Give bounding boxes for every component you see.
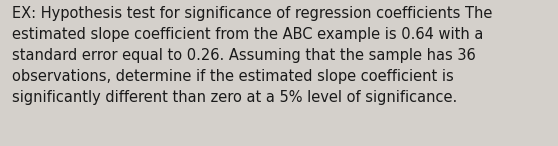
- Text: EX: Hypothesis test for significance of regression coefficients The
estimated sl: EX: Hypothesis test for significance of …: [12, 6, 493, 105]
